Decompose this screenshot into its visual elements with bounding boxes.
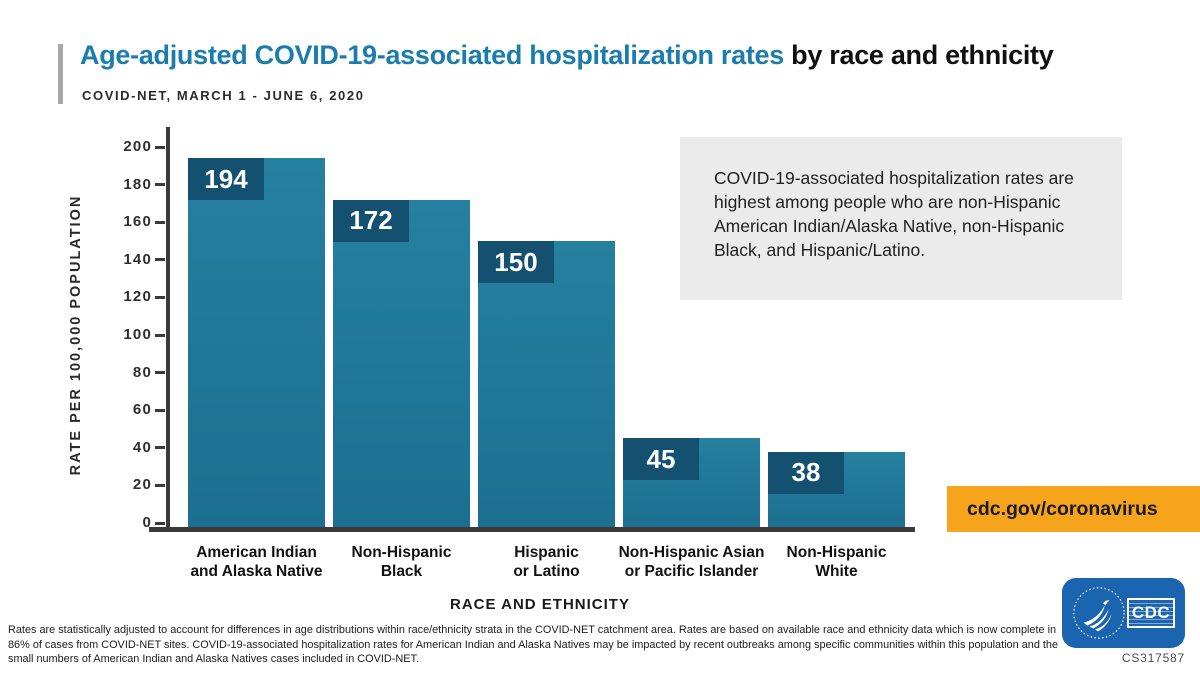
y-tick-label: 180: [123, 175, 152, 193]
footnote-line: 86% of cases from COVID-NET sites. COVID…: [8, 638, 1059, 651]
y-tick-label: 60: [132, 401, 152, 419]
category-label-2: Hispanic or Latino: [513, 544, 580, 580]
bar-3: 45: [623, 438, 760, 527]
bar-0: 194: [188, 158, 325, 527]
y-tick-label: 40: [132, 438, 152, 456]
y-tick-mark: [155, 295, 165, 299]
category-label-0: American Indian and Alaska Native: [190, 544, 323, 580]
y-tick-label: 200: [123, 138, 152, 155]
bar-1: 172: [333, 199, 470, 527]
y-tick-mark: [155, 371, 165, 375]
bar-value-label: 150: [478, 241, 554, 283]
y-tick-mark: [155, 446, 165, 450]
y-tick-mark: [155, 145, 165, 149]
y-tick-mark: [155, 183, 165, 187]
cdc-wordmark: CDC: [1127, 598, 1175, 628]
bar-4: 38: [768, 451, 905, 527]
y-axis-title: RATE PER 100,000 POPULATION: [68, 194, 84, 476]
title-accent-bar: [58, 44, 63, 104]
page-title-rest: by race and ethnicity: [783, 40, 1054, 70]
page-title-highlight: Age-adjusted COVID-19-associated hospita…: [80, 40, 784, 70]
bar-2: 150: [478, 241, 615, 527]
y-tick-label: 100: [123, 326, 152, 343]
category-label-1: Non-Hispanic Black: [351, 544, 452, 580]
callout-box: COVID-19-associated hospitalization rate…: [680, 137, 1122, 300]
footnote-line: Rates are statistically adjusted to acco…: [8, 624, 1057, 636]
y-tick-label: 80: [132, 363, 152, 381]
hhs-eagle-icon: [1073, 587, 1125, 639]
y-tick-label: 120: [123, 288, 152, 306]
y-tick-mark: [155, 483, 165, 487]
footnote-line: small numbers of American Indian and Ala…: [8, 653, 420, 666]
footnote: Rates are statistically adjusted to acco…: [8, 623, 1058, 667]
cdc-url-badge: cdc.gov/coronavirus: [947, 486, 1200, 532]
y-tick-label: 160: [123, 213, 152, 231]
bar-value-label: 45: [623, 438, 699, 481]
y-axis-line: [166, 127, 170, 532]
y-tick-label: 20: [132, 476, 152, 494]
y-tick-label: 140: [123, 250, 152, 268]
bar-value-label: 194: [188, 158, 264, 201]
y-tick-label: 0: [142, 514, 152, 531]
y-tick-mark: [155, 408, 165, 412]
bar-value-label: 172: [333, 199, 409, 242]
y-tick-mark: [155, 333, 165, 337]
page-title: Age-adjusted COVID-19-associated hospita…: [80, 40, 1054, 71]
category-label-3: Non-Hispanic Asian or Pacific Islander: [618, 544, 765, 580]
category-label-4: Non-Hispanic White: [786, 544, 887, 580]
y-tick-mark: [155, 521, 165, 525]
y-tick-mark: [155, 220, 165, 224]
y-tick-mark: [155, 258, 165, 262]
x-axis-line: [149, 527, 915, 532]
cdc-logo: CDC: [1062, 578, 1185, 648]
x-axis-title: RACE AND ETHNICITY: [450, 596, 630, 613]
bar-value-label: 38: [768, 451, 844, 494]
cs-number: CS317587: [1121, 651, 1185, 665]
page-subtitle: COVID-NET, MARCH 1 - JUNE 6, 2020: [82, 88, 365, 103]
